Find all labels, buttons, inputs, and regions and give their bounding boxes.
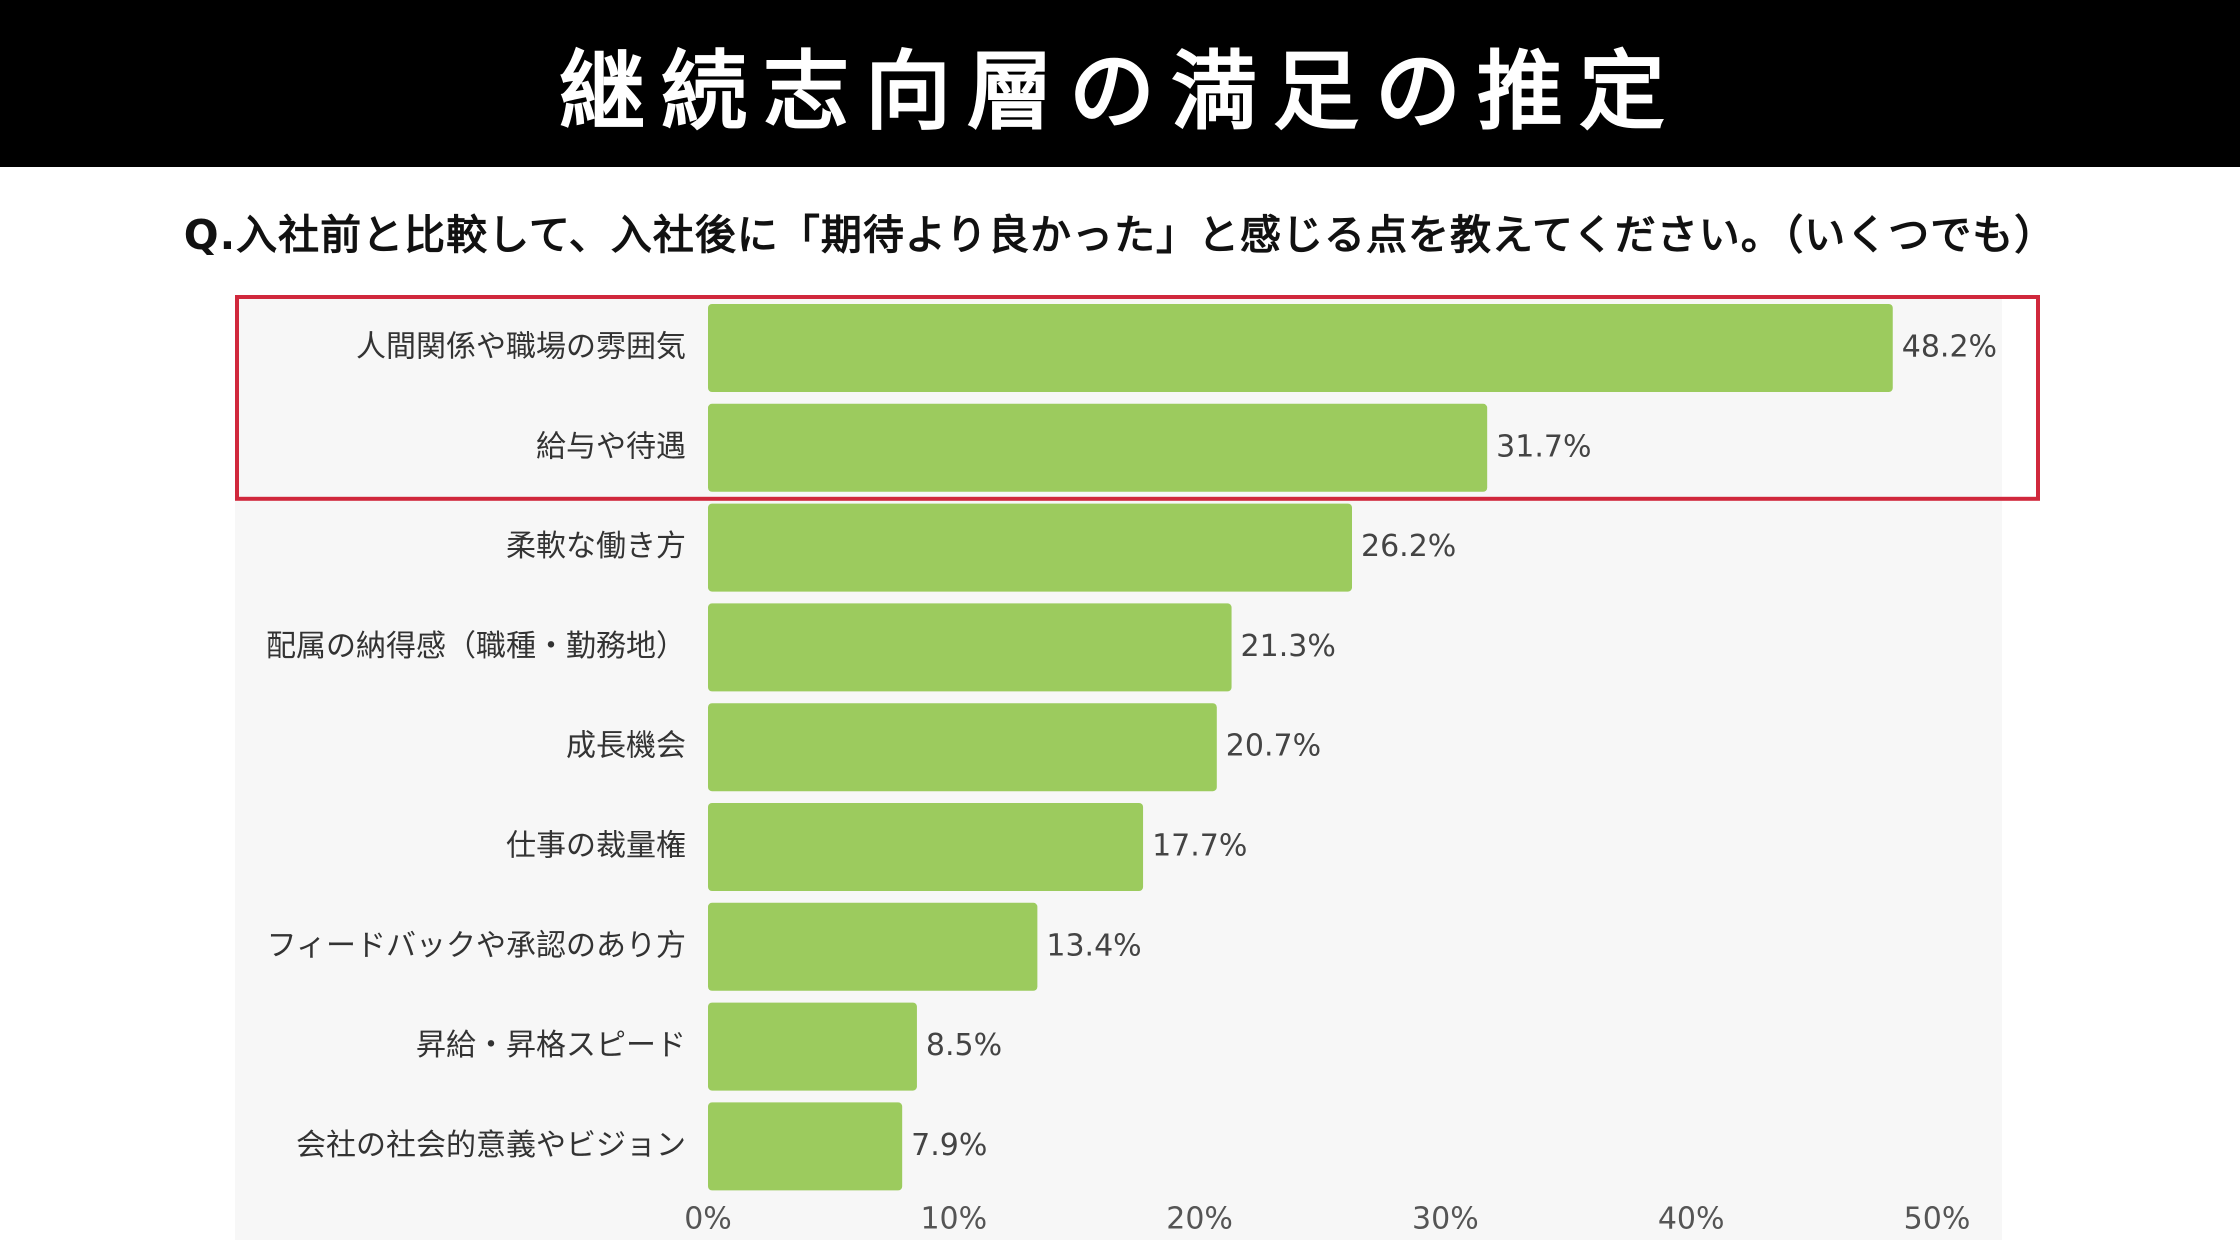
bar (708, 902, 1038, 991)
category-label: 昇給・昇格スピード (416, 1028, 686, 1063)
bar (708, 403, 1488, 492)
value-label: 7.9% (911, 1128, 987, 1163)
value-label: 21.3% (1241, 629, 1336, 664)
category-label: フィードバックや承認のあり方 (267, 928, 686, 963)
value-label: 26.2% (1361, 529, 1456, 564)
bar (708, 503, 1352, 592)
highlight-frame (235, 295, 2040, 501)
x-tick-label: 0% (684, 1202, 732, 1237)
x-tick-label: 30% (1412, 1202, 1479, 1237)
bar (708, 803, 1144, 891)
x-tick-label: 40% (1658, 1202, 1725, 1237)
category-label: 成長機会 (566, 729, 686, 764)
category-label: 給与や待遇 (536, 429, 686, 464)
x-tick-label: 20% (1166, 1202, 1233, 1237)
value-label: 8.5% (926, 1028, 1002, 1063)
bar (708, 603, 1232, 692)
bar (708, 703, 1217, 792)
survey-question: Q.入社前と比較して、入社後に「期待より良かった」と感じる点を教えてください。（… (183, 211, 2057, 259)
value-label: 17.7% (1152, 829, 1247, 864)
category-label: 会社の社会的意義やビジョン (296, 1128, 686, 1163)
value-label: 20.7% (1226, 729, 1321, 764)
category-label: 配属の納得感（職種・勤務地） (266, 629, 686, 664)
value-label: 13.4% (1046, 928, 1141, 963)
category-label: 仕事の裁量権 (506, 829, 686, 864)
value-label: 31.7% (1496, 429, 1591, 464)
value-label: 48.2% (1902, 330, 1997, 365)
page-title: 継続志向層の満足の推定 (559, 42, 1681, 142)
x-tick-label: 10% (920, 1202, 987, 1237)
category-label: 人間関係や職場の雰囲気 (356, 330, 686, 365)
x-tick-label: 50% (1904, 1202, 1971, 1237)
bar (708, 1002, 917, 1091)
bar (708, 304, 1893, 392)
title-bar: 継続志向層の満足の推定 (0, 0, 2240, 167)
bar (708, 1102, 903, 1191)
category-label: 柔軟な働き方 (506, 529, 686, 564)
